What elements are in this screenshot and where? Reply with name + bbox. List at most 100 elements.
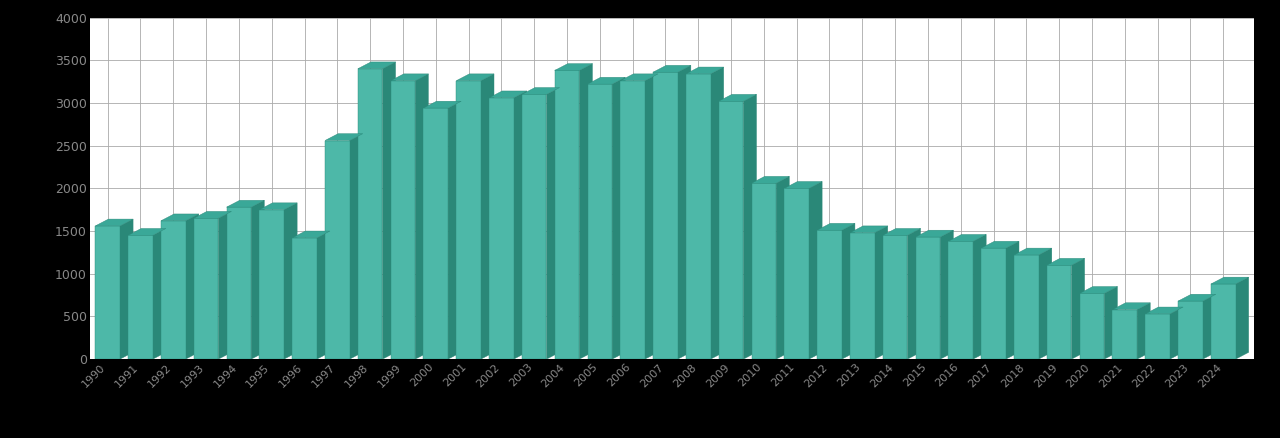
Polygon shape [1006,241,1019,359]
Bar [456,81,481,359]
Polygon shape [186,214,198,359]
Polygon shape [522,88,559,95]
Bar [325,141,349,359]
Polygon shape [1203,294,1216,359]
Polygon shape [128,229,166,235]
Bar [522,95,547,359]
Bar [260,210,284,359]
Polygon shape [1038,248,1052,359]
Polygon shape [1178,294,1216,301]
Polygon shape [809,181,822,359]
Polygon shape [219,212,232,359]
Polygon shape [710,67,723,359]
Bar [128,235,152,359]
Bar [554,71,580,359]
Bar [424,108,448,359]
Polygon shape [677,65,691,359]
Bar [621,81,645,359]
Bar [390,81,415,359]
Bar [358,69,383,359]
Polygon shape [424,101,461,108]
Polygon shape [580,64,593,359]
Polygon shape [547,88,559,359]
Bar [1178,301,1203,359]
Polygon shape [95,219,133,226]
Bar [588,84,612,359]
Bar [915,237,941,359]
Polygon shape [842,223,855,359]
Bar [1146,314,1170,359]
Bar [227,207,251,359]
Polygon shape [686,67,723,74]
Bar [489,98,513,359]
Polygon shape [1170,307,1183,359]
Bar [751,183,776,359]
Polygon shape [554,64,593,71]
Bar [850,233,874,359]
Polygon shape [390,74,429,81]
Polygon shape [973,234,986,359]
Bar [785,188,809,359]
Polygon shape [941,230,954,359]
Polygon shape [744,95,756,359]
Polygon shape [481,74,494,359]
Bar [1112,310,1137,359]
Polygon shape [1047,258,1084,265]
Polygon shape [612,78,625,359]
Polygon shape [489,91,527,98]
Polygon shape [588,78,625,84]
Polygon shape [874,226,888,359]
Polygon shape [1146,307,1183,314]
Polygon shape [383,62,396,359]
Bar [292,238,317,359]
Polygon shape [1235,277,1249,359]
Bar [883,235,908,359]
Polygon shape [284,203,297,359]
Bar [1047,265,1071,359]
Polygon shape [227,200,265,207]
Bar [1014,255,1038,359]
Polygon shape [915,230,954,237]
Polygon shape [161,214,198,221]
Polygon shape [719,95,756,101]
Polygon shape [785,181,822,188]
Bar [948,241,973,359]
Bar [719,101,744,359]
Polygon shape [152,229,166,359]
Polygon shape [415,74,429,359]
Polygon shape [1080,286,1117,293]
Polygon shape [908,229,920,359]
Bar [1211,284,1235,359]
Bar [982,248,1006,359]
Polygon shape [751,177,790,183]
Polygon shape [817,223,855,230]
Polygon shape [358,62,396,69]
Polygon shape [1137,303,1151,359]
Polygon shape [850,226,888,233]
Bar [95,226,120,359]
Polygon shape [349,134,362,359]
Polygon shape [251,200,265,359]
Polygon shape [883,229,920,235]
Bar [653,72,677,359]
Bar [161,221,186,359]
Polygon shape [1105,286,1117,359]
Polygon shape [621,74,658,81]
Bar [817,230,842,359]
Polygon shape [448,101,461,359]
Polygon shape [456,74,494,81]
Polygon shape [325,134,362,141]
Polygon shape [1014,248,1052,255]
Polygon shape [260,203,297,210]
Polygon shape [1112,303,1151,310]
Polygon shape [513,91,527,359]
Polygon shape [948,234,986,241]
Polygon shape [645,74,658,359]
Bar [193,218,219,359]
Polygon shape [776,177,790,359]
Polygon shape [193,212,232,218]
Polygon shape [317,231,330,359]
Polygon shape [1211,277,1249,284]
Bar [686,74,710,359]
Polygon shape [120,219,133,359]
